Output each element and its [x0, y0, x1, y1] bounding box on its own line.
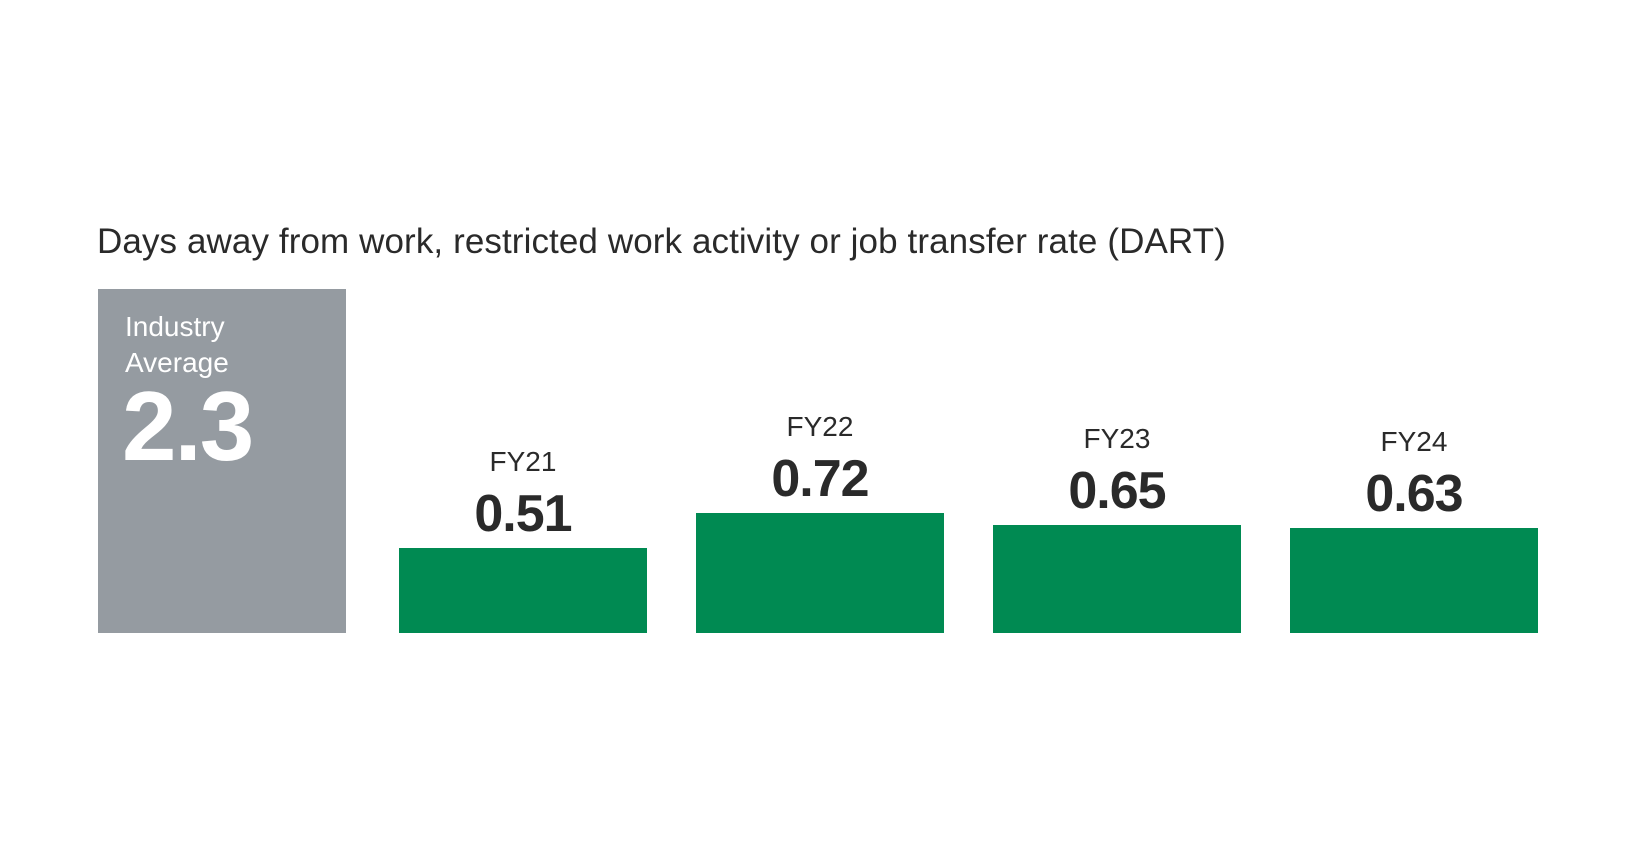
bar-fy22	[696, 513, 944, 633]
value-label-fy23: 0.65	[1068, 462, 1166, 520]
chart-title: Days away from work, restricted work act…	[97, 222, 1226, 261]
industry-label-line1: Industry	[125, 311, 225, 342]
bar-fy24	[1290, 528, 1538, 633]
value-label-fy22: 0.72	[771, 450, 869, 508]
bar-fy23	[993, 525, 1241, 633]
value-label-fy24: 0.63	[1365, 465, 1463, 523]
industry-label-line2: Average	[125, 347, 229, 378]
industry-average-box: Industry Average 2.3	[98, 289, 346, 633]
value-label-fy21: 0.51	[474, 485, 572, 543]
category-label-fy24: FY24	[1380, 426, 1448, 457]
category-label-fy22: FY22	[786, 411, 854, 442]
category-label-fy21: FY21	[489, 446, 557, 477]
industry-average-value: 2.3	[122, 371, 254, 481]
bar-fy21	[399, 548, 647, 633]
category-label-fy23: FY23	[1083, 423, 1151, 454]
industry-average-label: Industry Average	[125, 309, 335, 381]
